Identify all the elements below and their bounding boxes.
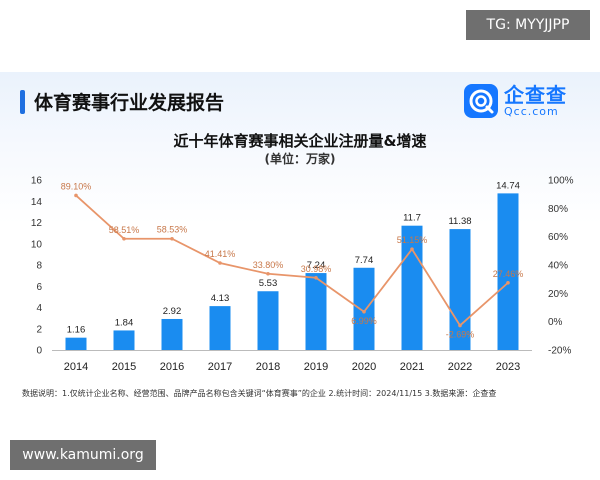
logo-sub-text: Qcc.com: [504, 105, 559, 118]
growth-rate-label: 58.53%: [157, 225, 188, 235]
y-right-tick-label: 100%: [548, 176, 574, 187]
bar: [161, 318, 183, 350]
bar: [497, 193, 519, 350]
y-left-tick-label: 10: [31, 239, 43, 250]
x-tick-label: 2016: [160, 361, 184, 373]
y-right-tick-label: 40%: [548, 261, 568, 272]
bar-value-label: 11.7: [403, 213, 421, 224]
x-tick-label: 2020: [352, 361, 376, 373]
y-left-tick-label: 4: [36, 303, 42, 314]
data-note: 数据说明：1.仅统计企业名称、经营范围、品牌产品名称包含关键词“体育赛事”的企业…: [22, 389, 497, 398]
growth-rate-point: [506, 280, 510, 285]
chart-subtitle: (单位：万家): [264, 152, 336, 166]
bar-value-label: 1.84: [115, 317, 134, 328]
y-left-tick-label: 12: [31, 218, 43, 229]
bar-value-label: 11.38: [448, 216, 471, 227]
y-right-tick-label: 80%: [548, 204, 568, 215]
bar: [305, 273, 327, 350]
bar-value-label: 14.74: [496, 180, 520, 191]
growth-rate-point: [170, 236, 174, 241]
growth-rate-point: [314, 275, 318, 280]
y-right-tick-label: -20%: [548, 346, 571, 357]
growth-rate-point: [266, 271, 270, 276]
y-left-tick-label: 0: [36, 346, 42, 357]
growth-rate-label: 58.51%: [109, 225, 140, 235]
logo-main-text: 企查查: [504, 83, 567, 107]
y-right-tick-label: 0%: [548, 317, 563, 328]
y-left-tick-label: 6: [36, 282, 42, 293]
growth-rate-point: [74, 193, 78, 198]
x-tick-label: 2022: [448, 361, 472, 373]
bar-value-label: 7.24: [307, 260, 326, 271]
growth-rate-label: 51.15%: [397, 235, 428, 245]
x-tick-label: 2018: [256, 361, 280, 373]
top-watermark: TG: MYYJJPP: [466, 10, 590, 40]
bar: [209, 306, 231, 350]
growth-rate-point: [122, 236, 126, 241]
y-left-tick-label: 8: [36, 261, 42, 272]
x-tick-label: 2014: [64, 361, 88, 373]
growth-rate-line: [75, 194, 509, 327]
growth-rate-label: 30.98%: [301, 264, 332, 274]
bar-value-label: 5.53: [259, 278, 278, 289]
growth-rate-point: [362, 309, 366, 314]
growth-rate-label: 6.99%: [351, 316, 377, 326]
bar-value-label: 7.74: [355, 255, 374, 266]
y-left-tick-label: 2: [36, 324, 42, 335]
y-right-tick-label: 20%: [548, 289, 568, 300]
bar: [353, 267, 375, 350]
report-title: 体育赛事行业发展报告: [34, 92, 225, 114]
y-right-tick-label: 60%: [548, 232, 568, 243]
qcc-logo: 企查查 Qcc.com: [464, 84, 567, 118]
chart-title: 近十年体育赛事相关企业注册量&增速: [173, 132, 427, 150]
x-tick-label: 2019: [304, 361, 328, 373]
growth-rate-point: [458, 323, 462, 328]
growth-rate-point: [218, 261, 222, 265]
y-left-tick-label: 14: [31, 197, 43, 208]
bar: [113, 330, 135, 350]
x-tick-label: 2021: [400, 361, 424, 373]
bar: [257, 291, 279, 350]
x-tick-label: 2017: [208, 361, 232, 373]
bottom-watermark: www.kamumi.org: [10, 440, 156, 470]
bar-value-label: 2.92: [163, 306, 182, 317]
y-left-tick-label: 16: [31, 176, 43, 187]
x-tick-label: 2023: [496, 361, 520, 373]
growth-rate-label: 41.41%: [205, 249, 236, 259]
title-accent-bar: [20, 90, 25, 114]
growth-rate-label: -2.69%: [446, 329, 475, 339]
growth-rate-label: 33.80%: [253, 260, 284, 270]
x-tick-label: 2015: [112, 361, 136, 373]
bar-value-label: 4.13: [211, 293, 230, 304]
bar-value-label: 1.16: [67, 325, 86, 336]
qcc-logo-icon: [464, 84, 498, 118]
growth-rate-label: 89.10%: [61, 181, 92, 191]
growth-rate-label: 27.46%: [493, 269, 524, 279]
growth-rate-point: [410, 247, 414, 252]
bar: [65, 337, 87, 350]
